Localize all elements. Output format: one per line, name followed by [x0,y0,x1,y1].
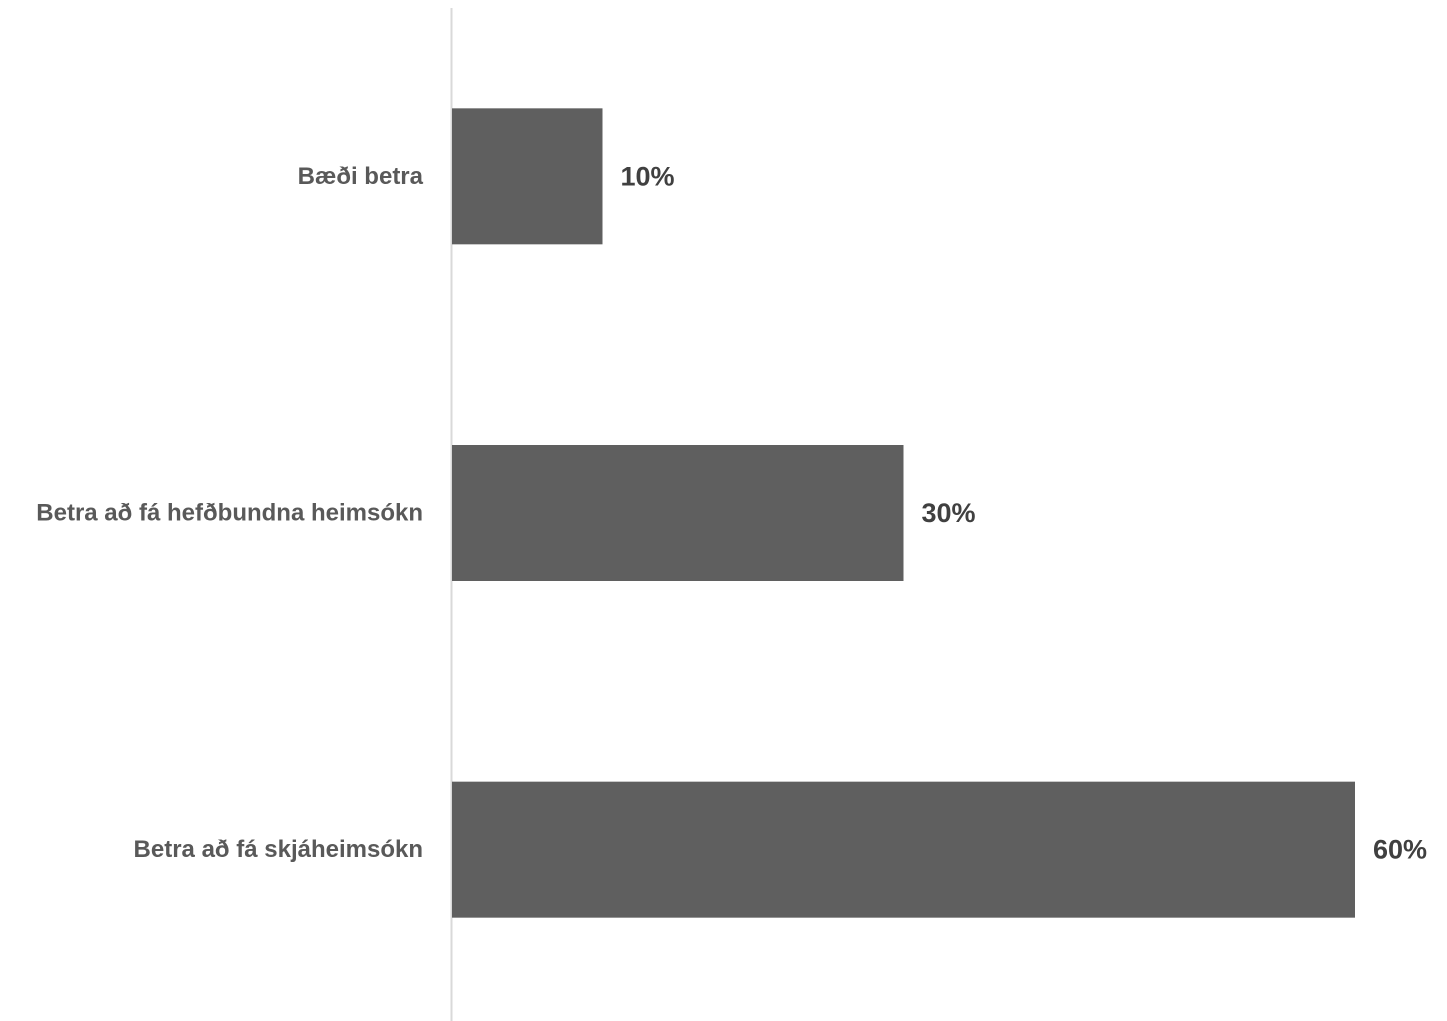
category-labels-group: Bæði betra Betra að fá hefðbundna heimsók… [36,163,423,863]
data-label-1: 10% [621,161,675,191]
bar-1 [452,108,603,245]
data-label-3: 60% [1373,835,1427,865]
category-label-1: Bæði betra [298,163,424,190]
bars-group [452,108,1355,918]
category-label-3: Betra að fá skjáheimsókn [134,836,423,863]
category-label-2: Betra að fá hefðbundna heimsókn [36,500,423,527]
data-label-2: 30% [922,498,976,528]
bar-3 [452,781,1355,918]
data-labels-group: 10% 30% 60% [621,161,1428,864]
bar-2 [452,445,904,581]
